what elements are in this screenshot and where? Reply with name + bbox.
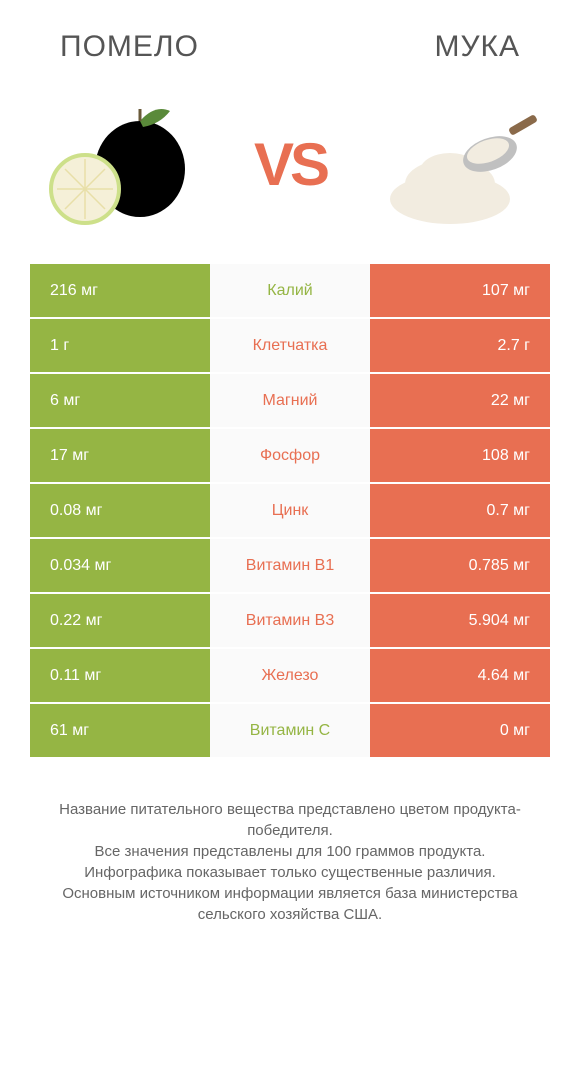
- pomelo-image: [40, 94, 200, 234]
- left-title: ПОМЕЛО: [60, 30, 199, 64]
- table-row: 216 мгКалий107 мг: [30, 264, 550, 317]
- nutrient-label: Клетчатка: [210, 319, 370, 372]
- comparison-table: 216 мгКалий107 мг1 гКлетчатка2.7 г6 мгМа…: [0, 264, 580, 757]
- footnote-line: Название питательного вещества представл…: [30, 799, 550, 841]
- vs-label: VS: [254, 130, 326, 199]
- flour-image: [380, 94, 540, 234]
- footnote: Название питательного вещества представл…: [0, 759, 580, 925]
- right-value: 108 мг: [370, 429, 550, 482]
- left-value: 1 г: [30, 319, 210, 372]
- right-value: 107 мг: [370, 264, 550, 317]
- footnote-line: Все значения представлены для 100 граммо…: [30, 841, 550, 862]
- table-row: 1 гКлетчатка2.7 г: [30, 319, 550, 372]
- right-value: 0.785 мг: [370, 539, 550, 592]
- nutrient-label: Витамин B1: [210, 539, 370, 592]
- right-value: 4.64 мг: [370, 649, 550, 702]
- nutrient-label: Железо: [210, 649, 370, 702]
- table-row: 0.22 мгВитамин B35.904 мг: [30, 594, 550, 647]
- left-value: 0.11 мг: [30, 649, 210, 702]
- nutrient-label: Витамин C: [210, 704, 370, 757]
- left-value: 17 мг: [30, 429, 210, 482]
- right-value: 5.904 мг: [370, 594, 550, 647]
- table-row: 6 мгМагний22 мг: [30, 374, 550, 427]
- right-value: 0 мг: [370, 704, 550, 757]
- left-value: 0.08 мг: [30, 484, 210, 537]
- table-row: 0.11 мгЖелезо4.64 мг: [30, 649, 550, 702]
- nutrient-label: Магний: [210, 374, 370, 427]
- footnote-line: Инфографика показывает только существенн…: [30, 862, 550, 883]
- left-value: 6 мг: [30, 374, 210, 427]
- right-value: 2.7 г: [370, 319, 550, 372]
- nutrient-label: Фосфор: [210, 429, 370, 482]
- right-value: 0.7 мг: [370, 484, 550, 537]
- table-row: 61 мгВитамин C0 мг: [30, 704, 550, 757]
- table-row: 0.034 мгВитамин B10.785 мг: [30, 539, 550, 592]
- left-value: 0.034 мг: [30, 539, 210, 592]
- left-value: 61 мг: [30, 704, 210, 757]
- right-title: МУКА: [434, 30, 520, 64]
- left-value: 216 мг: [30, 264, 210, 317]
- header: ПОМЕЛО МУКА: [0, 0, 580, 74]
- footnote-line: Основным источником информации является …: [30, 883, 550, 925]
- table-row: 0.08 мгЦинк0.7 мг: [30, 484, 550, 537]
- images-row: VS: [0, 74, 580, 264]
- nutrient-label: Калий: [210, 264, 370, 317]
- right-value: 22 мг: [370, 374, 550, 427]
- nutrient-label: Витамин B3: [210, 594, 370, 647]
- table-row: 17 мгФосфор108 мг: [30, 429, 550, 482]
- nutrient-label: Цинк: [210, 484, 370, 537]
- left-value: 0.22 мг: [30, 594, 210, 647]
